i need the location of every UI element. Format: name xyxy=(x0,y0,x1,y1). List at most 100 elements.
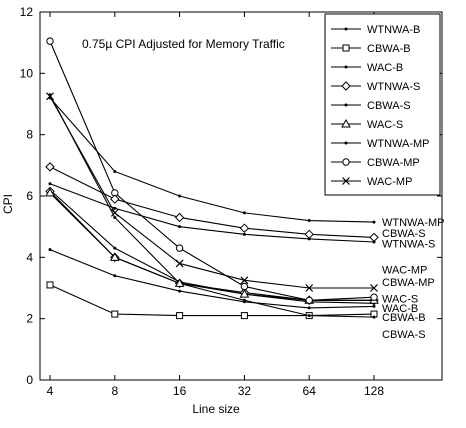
x-stroke xyxy=(240,276,249,285)
data-point xyxy=(46,281,54,289)
end-label: CBWA-B xyxy=(382,312,426,324)
data-point xyxy=(110,194,120,204)
x-stroke xyxy=(175,259,184,268)
data-point xyxy=(372,240,376,244)
legend-label: WAC-S xyxy=(367,119,403,131)
legend-marker xyxy=(342,158,350,166)
legend-label: WAC-MP xyxy=(367,176,412,188)
data-point xyxy=(45,162,55,172)
series-line xyxy=(49,191,374,301)
end-label: CBWA-MP xyxy=(382,277,435,289)
legend-marker xyxy=(341,118,351,128)
series-cbwa-mp xyxy=(46,37,378,304)
end-label: WAC-MP xyxy=(382,265,427,277)
legend-marker xyxy=(341,81,351,91)
data-point xyxy=(240,312,248,320)
data-point xyxy=(242,211,246,215)
legend-marker xyxy=(344,27,348,31)
legend-marker xyxy=(344,65,348,69)
x-stroke xyxy=(305,284,314,292)
data-point xyxy=(178,194,182,198)
data-point xyxy=(305,284,314,292)
data-point xyxy=(178,289,182,293)
data-point xyxy=(45,187,55,197)
legend-marker xyxy=(344,141,348,145)
x-stroke xyxy=(46,92,54,101)
series-line xyxy=(49,97,375,223)
data-point xyxy=(370,284,378,292)
legend-entry: WAC-S xyxy=(331,118,403,131)
data-point xyxy=(113,274,117,278)
legend: WTNWA-B CBWA-B WAC-B WTNWA-S CBWA-S WAC-S WTNW… xyxy=(324,13,441,196)
legend-entry: WTNWA-B xyxy=(331,24,420,36)
end-label: WTNWA-S xyxy=(382,239,435,251)
series-line xyxy=(49,94,375,318)
legend-entry: WTNWA-S xyxy=(331,81,420,93)
data-point xyxy=(307,237,311,241)
chart-title: 0.75µ CPI Adjusted for Memory Traffic xyxy=(82,37,285,51)
data-point xyxy=(372,304,376,308)
legend-entry: CBWA-MP xyxy=(331,157,420,169)
legend-marker xyxy=(342,44,350,52)
x-stroke xyxy=(110,208,119,217)
data-point xyxy=(242,232,246,236)
legend-label: WAC-B xyxy=(367,62,403,74)
series-wac-s xyxy=(45,187,379,304)
data-point xyxy=(113,169,117,173)
data-point xyxy=(48,182,52,186)
legend-label: WTNWA-MP xyxy=(367,138,430,150)
legend-marker xyxy=(344,103,348,107)
end-label: WAC-B xyxy=(382,303,418,315)
y-tick-label: 8 xyxy=(26,128,33,142)
end-label: WAC-S xyxy=(382,294,418,306)
y-tick-label: 6 xyxy=(26,189,33,203)
end-label: CBWA-S xyxy=(382,329,426,341)
series-wtnwa-mp xyxy=(48,96,376,224)
y-tick-label: 4 xyxy=(26,250,33,264)
x-tick-label: 4 xyxy=(47,384,54,398)
x-stroke xyxy=(342,177,350,185)
legend-label: WTNWA-S xyxy=(367,81,420,93)
legend-label: WTNWA-B xyxy=(367,24,420,36)
data-point xyxy=(307,314,311,318)
data-point xyxy=(46,92,54,101)
series-line xyxy=(49,40,375,301)
x-tick-label: 64 xyxy=(303,384,317,398)
legend-label: CBWA-MP xyxy=(367,157,420,169)
data-point xyxy=(175,244,184,252)
data-point xyxy=(307,219,311,223)
y-tick-label: 12 xyxy=(20,5,34,19)
x-tick-label: 8 xyxy=(111,384,118,398)
y-tick-label: 10 xyxy=(20,66,34,80)
data-point xyxy=(369,232,379,243)
y-axis-label: CPI xyxy=(1,194,15,214)
data-point xyxy=(174,212,185,223)
data-point xyxy=(113,215,117,219)
series-layer xyxy=(45,37,379,320)
legend-entry: WTNWA-MP xyxy=(331,138,430,150)
data-point xyxy=(109,252,120,261)
series-line xyxy=(49,192,374,301)
data-point xyxy=(178,225,182,229)
series-line xyxy=(49,183,375,243)
x-tick-label: 128 xyxy=(364,384,384,398)
data-point xyxy=(113,206,117,210)
y-tick-label: 2 xyxy=(26,312,33,326)
series-line xyxy=(49,189,375,304)
series-line xyxy=(49,166,375,238)
end-label: WTNWA-MP xyxy=(382,217,445,229)
data-point xyxy=(239,223,250,233)
data-point xyxy=(174,278,185,287)
legend-marker xyxy=(342,177,350,185)
data-point xyxy=(176,312,184,320)
data-point xyxy=(113,246,117,250)
data-point xyxy=(240,276,249,285)
data-point xyxy=(239,289,250,298)
x-tick-label: 16 xyxy=(173,384,187,398)
x-tick-label: 32 xyxy=(238,384,252,398)
legend-label: CBWA-B xyxy=(367,43,411,55)
x-stroke xyxy=(370,284,378,292)
data-point xyxy=(305,296,313,304)
data-point xyxy=(46,37,54,45)
